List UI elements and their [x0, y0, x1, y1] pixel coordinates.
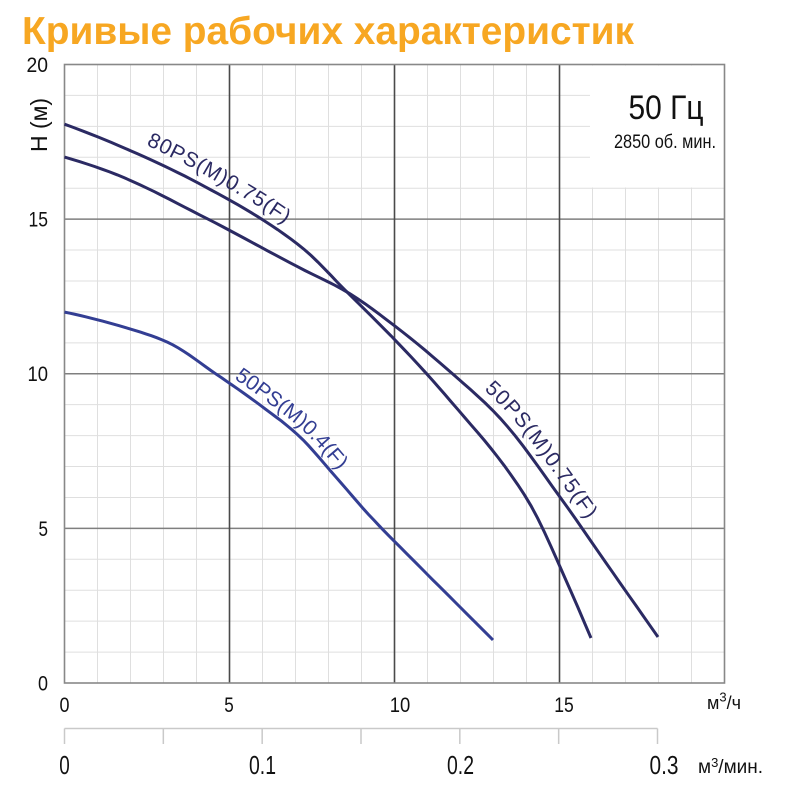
svg-text:20: 20: [27, 54, 49, 77]
svg-text:0.3: 0.3: [650, 750, 679, 780]
svg-text:Кривые рабочих характеристик: Кривые рабочих характеристик: [22, 10, 635, 53]
svg-text:15: 15: [554, 694, 574, 717]
svg-text:0.1: 0.1: [249, 750, 276, 780]
svg-text:10: 10: [390, 694, 411, 717]
svg-text:0: 0: [60, 694, 70, 717]
svg-text:5: 5: [224, 694, 234, 717]
svg-text:0: 0: [59, 750, 70, 780]
svg-text:15: 15: [29, 209, 49, 232]
svg-text:10: 10: [28, 363, 49, 386]
svg-text:м3/ч: м3/ч: [707, 690, 741, 714]
svg-text:0: 0: [38, 673, 48, 696]
svg-text:Н (м): Н (м): [26, 98, 52, 152]
svg-text:50 Гц: 50 Гц: [629, 89, 704, 127]
svg-text:м3/мин.: м3/мин.: [698, 755, 763, 778]
svg-text:5: 5: [39, 518, 49, 541]
svg-text:2850 об. мин.: 2850 об. мин.: [614, 132, 716, 153]
svg-text:0.2: 0.2: [447, 750, 474, 780]
